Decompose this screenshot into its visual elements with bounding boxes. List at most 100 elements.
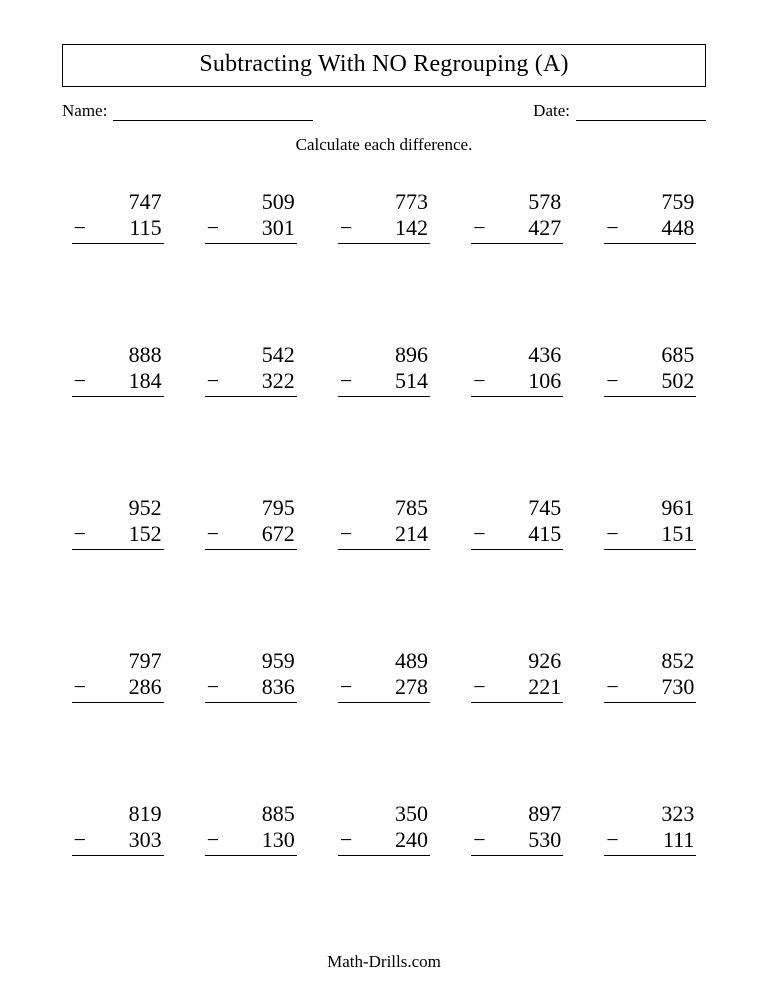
- subtrahend: 322: [262, 368, 295, 394]
- minus-operator: −: [604, 215, 618, 241]
- subtrahend: 530: [528, 827, 561, 853]
- minuend: 759: [604, 189, 696, 215]
- subtrahend: 142: [395, 215, 428, 241]
- minuend: 542: [205, 342, 297, 368]
- problems-grid: 747−115509−301773−142578−427759−448888−1…: [62, 189, 706, 856]
- minus-operator: −: [205, 215, 219, 241]
- minuend: 952: [72, 495, 164, 521]
- subtrahend: 415: [528, 521, 561, 547]
- date-blank[interactable]: [576, 103, 706, 121]
- subtrahend: 303: [129, 827, 162, 853]
- subtrahend-row: − 836: [205, 674, 297, 703]
- subtraction-problem: 578−427: [471, 189, 563, 244]
- minuend: 685: [604, 342, 696, 368]
- minus-operator: −: [471, 674, 485, 700]
- subtrahend: 514: [395, 368, 428, 394]
- subtrahend: 301: [262, 215, 295, 241]
- meta-row: Name: Date:: [62, 101, 706, 121]
- subtrahend: 111: [663, 827, 694, 853]
- subtraction-problem: 885−130: [205, 801, 297, 856]
- subtraction-problem: 896−514: [338, 342, 430, 397]
- minuend: 436: [471, 342, 563, 368]
- subtrahend-row: −115: [72, 215, 164, 244]
- minus-operator: −: [471, 521, 485, 547]
- subtrahend: 240: [395, 827, 428, 853]
- subtrahend: 106: [528, 368, 561, 394]
- minuend: 819: [72, 801, 164, 827]
- minuend: 489: [338, 648, 430, 674]
- subtrahend-row: − 530: [471, 827, 563, 856]
- subtraction-problem: 489−278: [338, 648, 430, 703]
- subtraction-problem: 350−240: [338, 801, 430, 856]
- subtraction-problem: 747−115: [72, 189, 164, 244]
- minus-operator: −: [72, 827, 86, 853]
- subtrahend-row: − 111: [604, 827, 696, 856]
- subtraction-problem: 436− 106: [471, 342, 563, 397]
- subtrahend: 278: [395, 674, 428, 700]
- subtrahend: 286: [129, 674, 162, 700]
- subtrahend: 672: [262, 521, 295, 547]
- minus-operator: −: [72, 521, 86, 547]
- minus-operator: −: [72, 368, 86, 394]
- subtrahend: 502: [661, 368, 694, 394]
- minus-operator: −: [72, 215, 86, 241]
- minus-operator: −: [338, 215, 352, 241]
- minus-operator: −: [471, 368, 485, 394]
- minus-operator: −: [604, 521, 618, 547]
- subtrahend-row: −152: [72, 521, 164, 550]
- minuend: 888: [72, 342, 164, 368]
- minus-operator: −: [604, 368, 618, 394]
- subtrahend: 448: [661, 215, 694, 241]
- subtrahend-row: − 106: [471, 368, 563, 397]
- subtrahend-row: − 514: [338, 368, 430, 397]
- subtrahend: 151: [661, 521, 694, 547]
- date-label: Date:: [533, 101, 570, 121]
- minus-operator: −: [471, 827, 485, 853]
- minuend: 745: [471, 495, 563, 521]
- minus-operator: −: [72, 674, 86, 700]
- minus-operator: −: [604, 827, 618, 853]
- minuend: 578: [471, 189, 563, 215]
- name-label: Name:: [62, 101, 107, 121]
- subtraction-problem: 926−221: [471, 648, 563, 703]
- minuend: 785: [338, 495, 430, 521]
- subtrahend-row: −730: [604, 674, 696, 703]
- subtrahend: 836: [262, 674, 295, 700]
- subtraction-problem: 819− 303: [72, 801, 164, 856]
- subtraction-problem: 323−111: [604, 801, 696, 856]
- subtrahend-row: − 502: [604, 368, 696, 397]
- subtrahend-row: − 301: [205, 215, 297, 244]
- name-field: Name:: [62, 101, 313, 121]
- subtrahend-row: − 415: [471, 521, 563, 550]
- minus-operator: −: [205, 827, 219, 853]
- subtraction-problem: 897− 530: [471, 801, 563, 856]
- subtrahend-row: − 672: [205, 521, 297, 550]
- minus-operator: −: [205, 521, 219, 547]
- subtraction-problem: 959− 836: [205, 648, 297, 703]
- minus-operator: −: [338, 827, 352, 853]
- minuend: 797: [72, 648, 164, 674]
- subtraction-problem: 685− 502: [604, 342, 696, 397]
- subtrahend-row: − 448: [604, 215, 696, 244]
- date-field: Date:: [533, 101, 706, 121]
- minuend: 959: [205, 648, 297, 674]
- minus-operator: −: [338, 368, 352, 394]
- minus-operator: −: [205, 368, 219, 394]
- minuend: 961: [604, 495, 696, 521]
- subtrahend-row: − 130: [205, 827, 297, 856]
- subtrahend-row: −214: [338, 521, 430, 550]
- minus-operator: −: [471, 215, 485, 241]
- subtrahend: 130: [262, 827, 295, 853]
- subtrahend-row: −221: [471, 674, 563, 703]
- subtrahend: 184: [129, 368, 162, 394]
- minuend: 773: [338, 189, 430, 215]
- subtraction-problem: 961− 151: [604, 495, 696, 550]
- minuend: 926: [471, 648, 563, 674]
- minuend: 897: [471, 801, 563, 827]
- name-blank[interactable]: [113, 103, 313, 121]
- minus-operator: −: [205, 674, 219, 700]
- worksheet-page: Subtracting With NO Regrouping (A) Name:…: [0, 0, 768, 856]
- subtrahend: 730: [661, 674, 694, 700]
- minuend: 747: [72, 189, 164, 215]
- subtrahend-row: − 151: [604, 521, 696, 550]
